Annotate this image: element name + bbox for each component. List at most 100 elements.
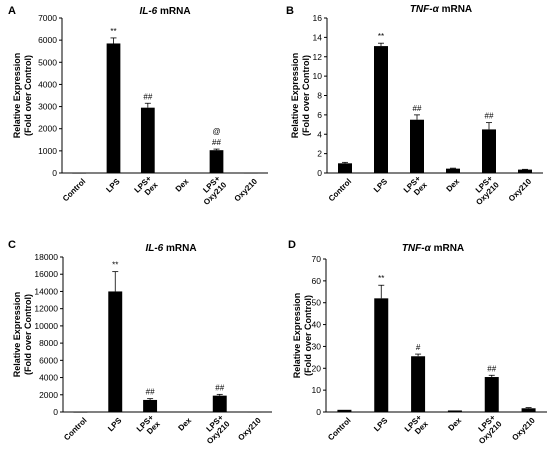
y-axis-label-line: Relative Expression (12, 53, 22, 139)
y-axis-label-line: (Fold over Control) (303, 295, 313, 376)
panel-letter: C (8, 239, 16, 251)
bar (209, 150, 224, 173)
x-tick-label: Dex (174, 176, 191, 193)
panel-letter: A (8, 5, 16, 17)
panel-letter: D (288, 239, 296, 251)
y-tick-label: 6000 (38, 35, 57, 45)
y-tick-label: 4 (317, 129, 322, 139)
y-tick-label: 6000 (39, 355, 58, 365)
y-tick-label: 60 (312, 276, 322, 286)
y-axis-label: Relative Expression(Fold over Control) (12, 53, 33, 139)
title-gene: IL-6 (139, 6, 157, 17)
y-tick-label: 10 (312, 385, 322, 395)
x-tick-label-line: LPS (372, 415, 390, 433)
y-tick-label: 16000 (34, 269, 58, 279)
y-axis-label-line: Relative Expression (292, 293, 302, 379)
significance-marker: ** (378, 274, 384, 283)
x-tick-label-line: Control (327, 177, 353, 203)
bar (73, 411, 88, 413)
x-tick-label-line: Oxy210 (507, 176, 534, 203)
panel-letter: B (286, 5, 294, 17)
x-tick-label-line: Control (61, 177, 87, 203)
bar (143, 399, 158, 412)
bar (243, 172, 258, 174)
bar (212, 395, 227, 412)
bar (447, 410, 462, 412)
significance-marker: ## (215, 383, 224, 392)
y-tick-label: 8 (317, 91, 322, 101)
x-tick-label-line: Dex (446, 415, 463, 432)
x-tick-label: Dex (446, 415, 463, 432)
significance-marker: ## (143, 92, 152, 101)
x-tick-label-line: Dex (444, 176, 461, 193)
y-tick-label: 30 (312, 341, 322, 351)
x-tick-label-line: LPS (104, 176, 122, 194)
x-tick-label: LPS+Oxy210 (468, 174, 501, 207)
y-axis-label-line: (Fold over Control) (23, 294, 33, 375)
x-tick-label: LPS+Oxy210 (199, 413, 232, 446)
x-tick-label: LPS (104, 176, 122, 194)
x-tick-label: LPS+Dex (403, 413, 430, 440)
significance-marker: ## (413, 104, 422, 113)
bar (411, 356, 426, 412)
bar (140, 107, 155, 173)
y-tick-label: 2000 (38, 124, 57, 134)
title-suffix: mRNA (431, 243, 464, 254)
x-tick-label: LPS+Dex (402, 174, 429, 201)
y-tick-label: 40 (312, 320, 322, 330)
x-tick-label: Oxy210 (510, 415, 537, 442)
bar (410, 119, 424, 173)
y-tick-label: 3000 (38, 102, 57, 112)
x-tick-label-line: LPS (372, 176, 390, 194)
y-tick-label: 18000 (34, 252, 58, 262)
x-tick-label: LPS+Oxy210 (471, 413, 504, 446)
title-gene: IL-6 (145, 243, 163, 254)
x-tick-label: LPS+Dex (135, 413, 162, 440)
y-tick-label: 7000 (38, 13, 57, 23)
chart-title: IL-6 mRNA (145, 243, 196, 254)
chart-title: TNF-α mRNA (402, 243, 464, 254)
x-tick-label: Oxy210 (236, 415, 263, 442)
x-tick-label-line: Dex (174, 176, 191, 193)
y-tick-label: 0 (316, 407, 321, 417)
significance-marker: ## (146, 388, 155, 397)
panel-c: C IL-6 mRNA Relative Expression(Fold over … (8, 239, 272, 446)
x-tick-label: Control (61, 177, 87, 203)
x-tick-label-line: Control (326, 416, 352, 442)
bar (484, 377, 499, 412)
x-tick-label: LPS+Oxy210 (195, 174, 228, 207)
y-tick-label: 0 (53, 407, 58, 417)
y-tick-label: 4000 (39, 373, 58, 383)
title-suffix: mRNA (439, 4, 472, 15)
y-tick-label: 12 (313, 52, 323, 62)
bar (518, 169, 532, 173)
bar (106, 43, 121, 173)
title-gene: TNF-α (402, 243, 432, 254)
x-tick-label-line: Oxy210 (510, 415, 537, 442)
x-tick-label: LPS (372, 176, 390, 194)
y-tick-label: 12000 (34, 304, 58, 314)
y-tick-label: 14 (313, 32, 323, 42)
x-tick-label: LPS (106, 415, 124, 433)
x-tick-label-line: Dex (176, 415, 193, 432)
chart-title: TNF-α mRNA (410, 4, 472, 15)
x-tick-label: Oxy210 (233, 176, 260, 203)
significance-marker: ** (378, 32, 384, 41)
bar (175, 172, 190, 174)
x-tick-label: Control (327, 177, 353, 203)
bar (338, 163, 352, 173)
x-tick-label: LPS+Dex (133, 174, 160, 201)
y-axis-label-line: Relative Expression (290, 53, 300, 139)
title-gene: TNF-α (410, 4, 440, 15)
bar (482, 129, 496, 173)
bar (521, 408, 536, 412)
y-axis-label: Relative Expression(Fold over Control) (290, 53, 311, 139)
panel-b: B TNF-α mRNA Relative Expression(Fold over… (286, 4, 543, 207)
panel-d: D TNF-α mRNA Relative Expression(Fold over… (288, 239, 547, 446)
bar (374, 46, 388, 173)
y-tick-label: 70 (312, 254, 322, 264)
x-tick-label: Oxy210 (507, 176, 534, 203)
x-tick-label-line: Oxy210 (233, 176, 260, 203)
y-tick-label: 10 (313, 71, 323, 81)
